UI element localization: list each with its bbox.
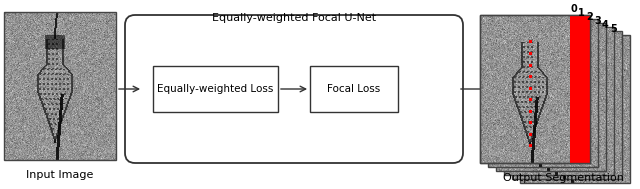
Text: Output Segmentation: Output Segmentation bbox=[502, 173, 623, 183]
Text: 0: 0 bbox=[570, 4, 577, 14]
Text: 5: 5 bbox=[610, 24, 617, 34]
Text: 3: 3 bbox=[594, 16, 601, 26]
Bar bbox=[504, 27, 614, 175]
FancyBboxPatch shape bbox=[125, 15, 463, 163]
Bar bbox=[570, 15, 590, 163]
Bar bbox=[4, 12, 116, 160]
Bar bbox=[488, 19, 598, 167]
Bar bbox=[480, 15, 590, 163]
Text: 1: 1 bbox=[578, 8, 585, 18]
Bar bbox=[310, 66, 398, 112]
Text: Focal Loss: Focal Loss bbox=[328, 84, 381, 94]
Bar bbox=[153, 66, 278, 112]
Bar bbox=[496, 23, 606, 171]
Text: Equally-weighted Loss: Equally-weighted Loss bbox=[157, 84, 274, 94]
Text: 4: 4 bbox=[602, 20, 609, 30]
Text: 2: 2 bbox=[586, 12, 593, 22]
Bar bbox=[520, 35, 630, 183]
Text: Equally-weighted Focal U-Net: Equally-weighted Focal U-Net bbox=[212, 13, 376, 23]
Bar bbox=[480, 15, 590, 163]
Text: Input Image: Input Image bbox=[26, 170, 93, 180]
Bar bbox=[512, 31, 622, 179]
